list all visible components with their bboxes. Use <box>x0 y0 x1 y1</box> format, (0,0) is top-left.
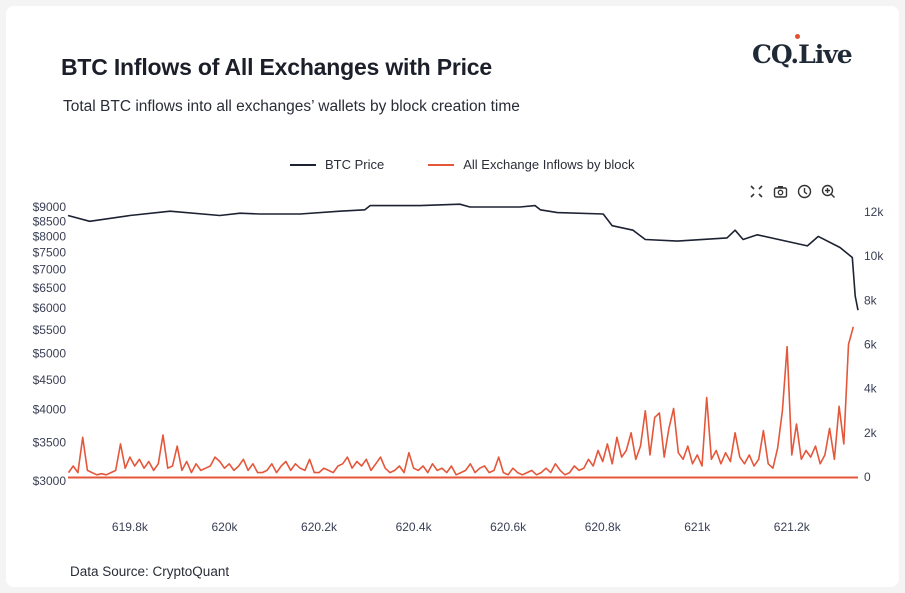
y-left-tick-label: $9000 <box>33 200 67 214</box>
y-right-tick-label: 10k <box>864 249 884 263</box>
legend-swatch-inflows <box>428 163 455 166</box>
x-tick-label: 620k <box>211 520 238 534</box>
clock-icon[interactable] <box>797 184 812 199</box>
data-source: Data Source: CryptoQuant <box>70 564 230 579</box>
x-tick-label: 619.8k <box>112 520 149 534</box>
x-tick-label: 620.6k <box>490 520 527 534</box>
y-left-tick-label: $8500 <box>33 214 67 228</box>
x-tick-label: 621.2k <box>774 520 811 534</box>
chart-title: BTC Inflows of All Exchanges with Price <box>61 54 492 80</box>
chart-card <box>6 6 899 587</box>
y-left-tick-label: $3500 <box>33 436 67 450</box>
chart-subtitle: Total BTC inflows into all exchanges’ wa… <box>63 98 520 115</box>
y-left-tick-label: $4000 <box>33 402 67 416</box>
legend-swatch-price <box>290 163 316 166</box>
y-right-tick-label: 8k <box>864 293 878 307</box>
y-right-tick-label: 6k <box>864 338 878 352</box>
y-right-tick-label: 12k <box>864 205 884 219</box>
y-left-tick-label: $6500 <box>33 281 67 295</box>
x-tick-label: 620.8k <box>585 520 622 534</box>
x-tick-label: 620.2k <box>301 520 338 534</box>
legend-label-inflows: All Exchange Inflows by block <box>463 157 635 172</box>
x-tick-label: 621k <box>684 520 711 534</box>
camera-icon[interactable] <box>773 184 788 199</box>
x-tick-label: 620.4k <box>396 520 433 534</box>
y-left-tick-label: $4500 <box>33 373 67 387</box>
legend-item-inflows[interactable]: All Exchange Inflows by block <box>428 157 635 172</box>
y-left-tick-label: $6000 <box>33 301 67 315</box>
zoom-in-icon[interactable] <box>821 184 836 199</box>
y-right-tick-label: 4k <box>864 382 878 396</box>
y-right-tick-label: 0 <box>864 470 871 484</box>
inflow-series-line <box>67 326 855 476</box>
y-left-tick-label: $3000 <box>33 474 67 488</box>
legend-label-price: BTC Price <box>325 157 385 172</box>
cq-live-logo: CQ.Live <box>752 34 853 69</box>
chart-toolbar <box>749 184 836 199</box>
y-left-tick-label: $5500 <box>33 323 67 337</box>
autoscale-icon[interactable] <box>749 184 764 199</box>
y-left-tick-label: $5000 <box>33 347 67 361</box>
y-left-tick-label: $7000 <box>33 263 67 277</box>
y-left-tick-label: $7500 <box>33 245 67 259</box>
legend-item-price[interactable]: BTC Price <box>290 157 384 172</box>
y-left-tick-label: $8000 <box>33 229 67 243</box>
legend: BTC Price All Exchange Inflows by block <box>290 157 635 172</box>
y-right-tick-label: 2k <box>864 426 878 440</box>
price-series-line <box>67 203 859 311</box>
